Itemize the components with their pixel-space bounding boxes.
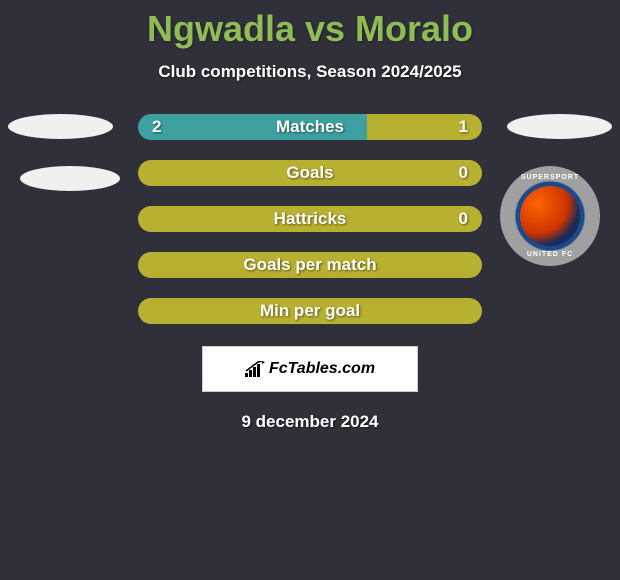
comparison-title: Ngwadla vs Moralo xyxy=(0,0,620,50)
footer-brand-text: FcTables.com xyxy=(269,360,375,378)
stat-label: Matches xyxy=(276,117,344,137)
right-player-avatar xyxy=(507,114,612,139)
stat-value-left: 2 xyxy=(152,117,161,137)
stats-bars-container: 2 Matches 1 Goals 0 Hattricks 0 Goals pe… xyxy=(138,114,482,324)
stat-label: Goals xyxy=(286,163,333,183)
right-player-club-badge: SUPERSPORT UNITED FC xyxy=(500,166,600,266)
stat-value-right: 0 xyxy=(459,163,468,183)
footer-brand-box: FcTables.com xyxy=(202,346,418,392)
comparison-subtitle: Club competitions, Season 2024/2025 xyxy=(0,62,620,82)
stat-bar-goals-per-match: Goals per match xyxy=(138,252,482,278)
content-area: SUPERSPORT UNITED FC 2 Matches 1 Goals 0… xyxy=(0,114,620,432)
stat-bar-min-per-goal: Min per goal xyxy=(138,298,482,324)
left-player-avatar xyxy=(8,114,113,139)
stat-label: Goals per match xyxy=(243,255,376,275)
stat-bar-goals: Goals 0 xyxy=(138,160,482,186)
footer-logo: FcTables.com xyxy=(245,360,375,378)
club-name-top: SUPERSPORT xyxy=(521,174,579,181)
chart-icon xyxy=(245,361,265,377)
stat-value-right: 1 xyxy=(459,117,468,137)
club-name-bottom: UNITED FC xyxy=(527,251,573,258)
stat-bar-hattricks: Hattricks 0 xyxy=(138,206,482,232)
stat-bar-matches: 2 Matches 1 xyxy=(138,114,482,140)
stat-label: Hattricks xyxy=(274,209,347,229)
left-player-club-badge xyxy=(20,166,120,191)
stat-label: Min per goal xyxy=(260,301,360,321)
stat-value-right: 0 xyxy=(459,209,468,229)
date-text: 9 december 2024 xyxy=(0,412,620,432)
